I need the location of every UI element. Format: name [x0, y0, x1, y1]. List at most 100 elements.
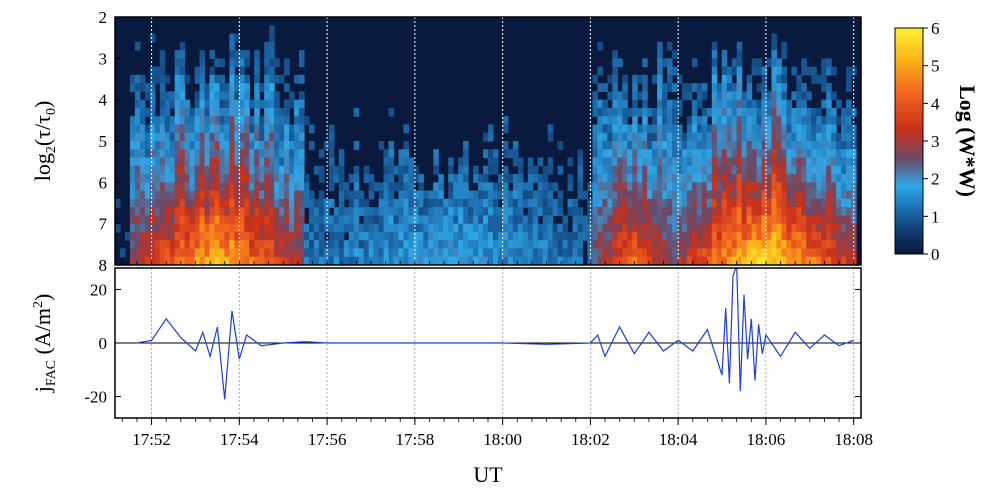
spectrogram-cell	[229, 83, 235, 92]
spectrogram-cell	[144, 207, 151, 216]
spectrogram-cell	[662, 157, 668, 167]
spectrogram-cell	[657, 141, 663, 150]
spectrogram-cell	[836, 141, 842, 150]
spectrogram-cell	[159, 124, 166, 134]
spectrogram-cell	[562, 215, 569, 225]
spectrogram-cell	[269, 83, 275, 92]
spectrogram-cell	[657, 248, 663, 258]
spectrogram-cell	[572, 215, 579, 225]
spectrogram-cell	[284, 231, 290, 241]
spectrogram-cell	[179, 240, 186, 250]
spectrogram-cell	[662, 207, 668, 216]
spectrogram-cell	[711, 58, 718, 68]
spectrogram-cell	[831, 231, 837, 241]
spectrogram-cell	[458, 215, 464, 225]
spectrogram-cell	[174, 91, 181, 101]
spectrogram-cell	[144, 124, 151, 134]
spectrogram-cell	[632, 157, 638, 167]
spectrogram-cell	[806, 165, 812, 175]
spectrogram-cell	[338, 231, 345, 241]
spectrogram-cell	[696, 91, 703, 101]
spectrogram-cell	[139, 174, 146, 183]
spectrogram-cell	[836, 182, 842, 192]
spectrogram-cell	[622, 198, 628, 208]
spectrogram-cell	[691, 207, 698, 216]
spectrogram-cell	[214, 182, 221, 192]
spectrogram-cell	[284, 174, 290, 183]
spectrogram-cell	[716, 116, 723, 126]
spectrogram-cell	[761, 207, 768, 216]
spectrogram-cell	[562, 240, 569, 250]
spectrogram-cell	[602, 83, 608, 92]
spectrogram-cell	[637, 231, 643, 241]
spectrogram-cell	[552, 240, 559, 250]
spectrogram-cell	[497, 207, 504, 216]
spectrogram-cell	[776, 74, 783, 84]
spectrogram-cell	[244, 157, 250, 167]
spectrogram-cell	[751, 107, 758, 117]
spectrogram-cell	[264, 215, 270, 225]
spectrogram-cell	[478, 190, 484, 200]
spectrogram-cell	[159, 240, 166, 250]
spectrogram-cell	[254, 83, 260, 92]
spectrogram-cell	[224, 198, 230, 208]
spectrogram-cell	[353, 174, 360, 183]
spectrogram-cell	[771, 215, 778, 225]
spectrogram-cell	[632, 116, 638, 126]
spectrogram-cell	[831, 256, 837, 265]
spectrogram-cell	[721, 198, 728, 208]
spectrogram-cell	[736, 58, 743, 68]
spectrogram-cell	[716, 198, 723, 208]
x-tick-label: 17:58	[395, 430, 434, 449]
spectrogram-cell	[284, 182, 290, 192]
spectrogram-cell	[139, 223, 146, 233]
spectrogram-cell	[264, 231, 270, 241]
spectrogram-cell	[134, 182, 141, 192]
spectrogram-cell	[294, 124, 300, 134]
spectrogram-cell	[204, 99, 211, 109]
spectrogram-cell	[458, 231, 464, 241]
spectrogram-cell	[617, 223, 623, 233]
spectrogram-cell	[701, 256, 708, 265]
spectrogram-cell	[144, 149, 151, 159]
spectrogram-cell	[771, 33, 778, 43]
spectrogram-cell	[627, 198, 633, 208]
spectrogram-cell	[492, 248, 499, 258]
spectrogram-cell	[786, 182, 792, 192]
spectrogram-cell	[164, 91, 171, 101]
spectrogram-cell	[637, 198, 643, 208]
spectrogram-cell	[667, 99, 673, 109]
spectrogram-cell	[766, 165, 773, 175]
spectrogram-cell	[537, 174, 544, 183]
spectrogram-cell	[786, 165, 792, 175]
spectrogram-cell	[294, 223, 300, 233]
spectrogram-cell	[328, 223, 335, 233]
spectrogram-cell	[448, 223, 454, 233]
spectrogram-cell	[219, 215, 226, 225]
spectrogram-cell	[209, 157, 216, 167]
spectrogram-cell	[483, 231, 489, 241]
spectrogram-cell	[264, 157, 270, 167]
spectrogram-cell	[637, 107, 643, 117]
spectrogram-cell	[592, 74, 599, 84]
spectrogram-cell	[597, 157, 603, 167]
spectrogram-cell	[637, 240, 643, 250]
spectrogram-cell	[418, 174, 424, 183]
spectrogram-cell	[189, 190, 196, 200]
spectrogram-cell	[781, 256, 787, 265]
spectrogram-cell	[736, 116, 743, 126]
spectrogram-cell	[642, 116, 648, 126]
spectrogram-cell	[542, 165, 549, 175]
spectrogram-cell	[328, 182, 335, 192]
spectrogram-cell	[676, 141, 683, 150]
spectrogram-cell	[264, 74, 270, 84]
spectrogram-cell	[642, 248, 648, 258]
spectrogram-cell	[274, 198, 280, 208]
spectrogram-cell	[691, 190, 698, 200]
spectrogram-cell	[647, 190, 653, 200]
spectrogram-cell	[313, 231, 320, 241]
spectrogram-cell	[836, 116, 842, 126]
spectrogram-cell	[294, 107, 300, 117]
spectrogram-cell	[209, 231, 216, 241]
